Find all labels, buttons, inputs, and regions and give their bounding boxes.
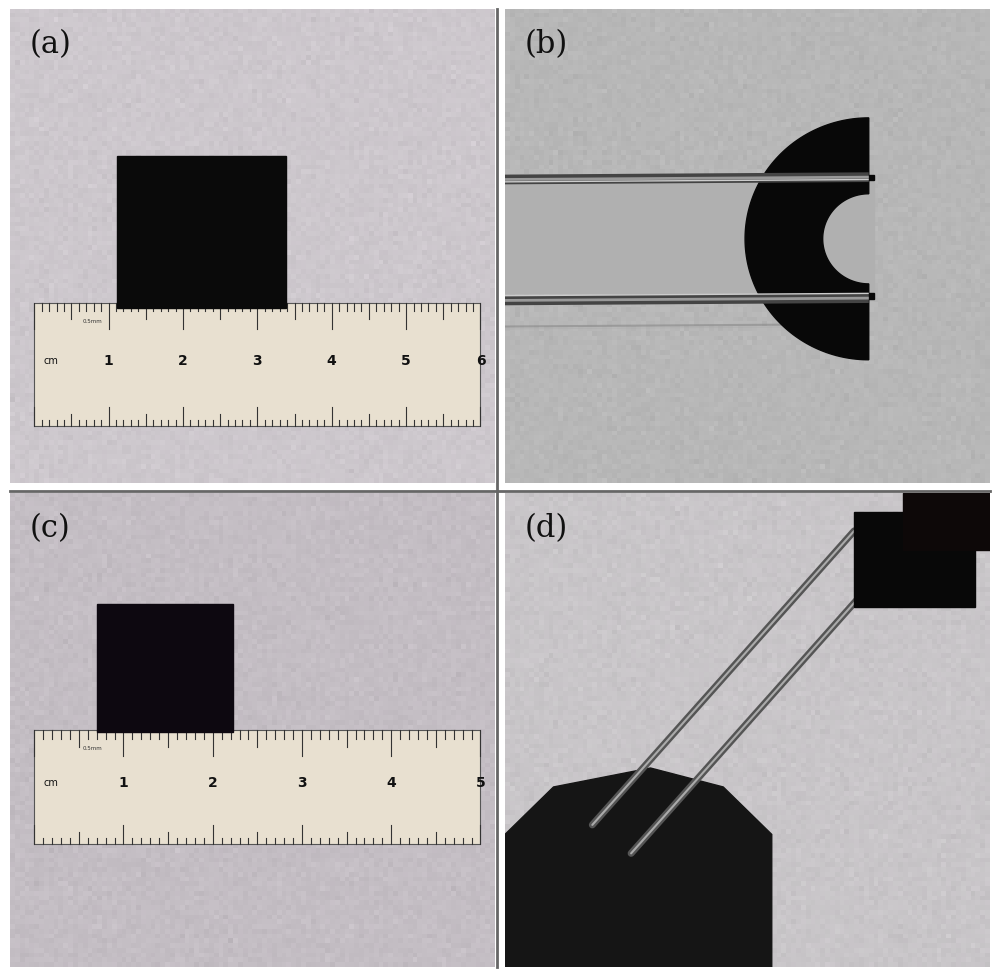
Text: 5: 5 <box>401 354 411 367</box>
Bar <box>796 176 874 182</box>
Bar <box>854 512 975 607</box>
Text: 1: 1 <box>119 776 128 789</box>
Bar <box>117 156 286 309</box>
Text: 6: 6 <box>476 354 485 367</box>
Text: 1: 1 <box>104 354 113 367</box>
Text: 2: 2 <box>178 354 188 367</box>
Text: 5: 5 <box>476 776 485 789</box>
Bar <box>34 731 480 844</box>
Text: 3: 3 <box>253 354 262 367</box>
Polygon shape <box>745 119 869 361</box>
Polygon shape <box>505 768 772 967</box>
Bar <box>903 493 990 550</box>
Bar <box>34 304 480 427</box>
Text: 0.5mm: 0.5mm <box>83 745 103 750</box>
Text: cm: cm <box>44 778 59 787</box>
Text: (b): (b) <box>524 28 568 60</box>
Bar <box>796 294 874 300</box>
Text: (c): (c) <box>29 512 70 543</box>
Text: cm: cm <box>44 356 59 365</box>
Text: 4: 4 <box>386 776 396 789</box>
Text: 2: 2 <box>208 776 218 789</box>
Bar <box>97 605 233 733</box>
Bar <box>495 183 874 294</box>
Text: (d): (d) <box>524 512 568 543</box>
Text: 4: 4 <box>327 354 337 367</box>
Text: 0.5mm: 0.5mm <box>83 319 103 323</box>
Text: 3: 3 <box>297 776 307 789</box>
Text: (a): (a) <box>29 28 71 60</box>
